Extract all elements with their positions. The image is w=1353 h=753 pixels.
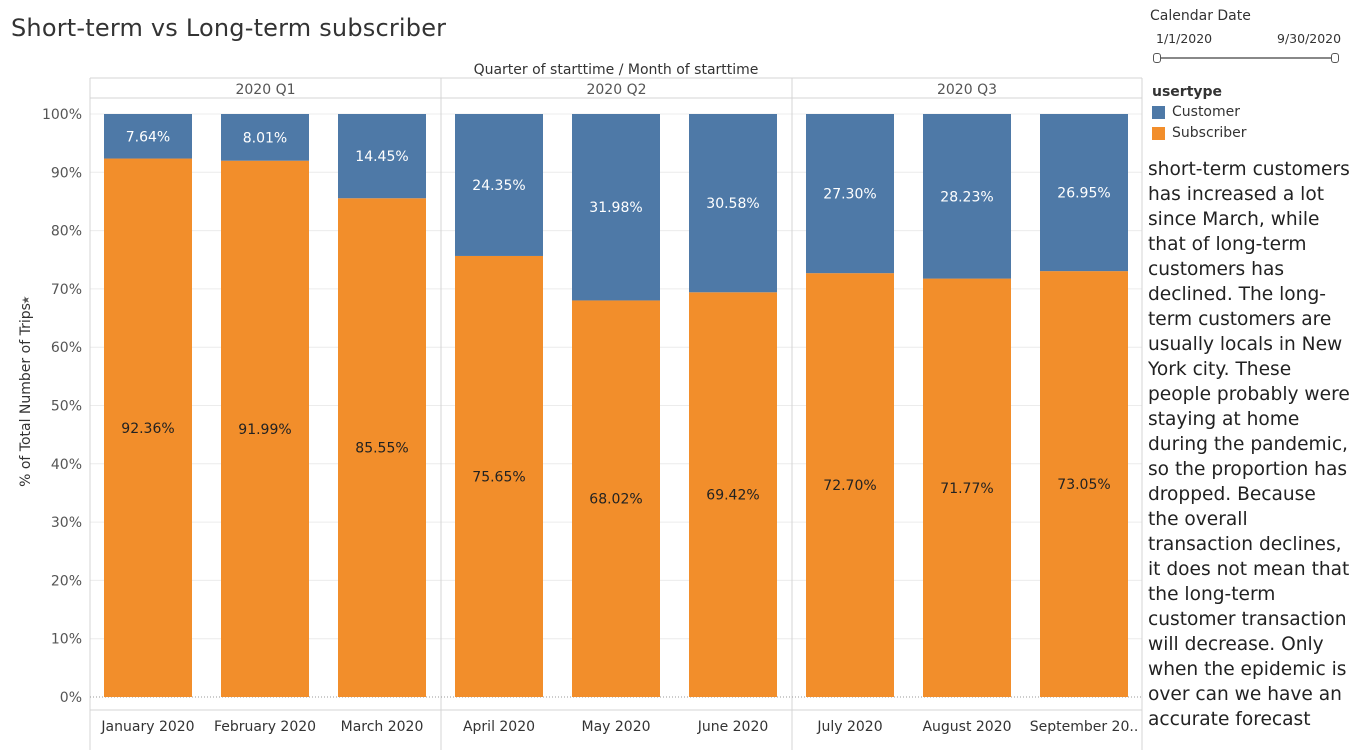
bar-customer[interactable] — [221, 114, 309, 161]
slider-end-handle[interactable] — [1331, 53, 1339, 63]
bar-subscriber[interactable] — [572, 300, 660, 697]
slider-start-handle[interactable] — [1153, 53, 1161, 63]
legend-item-subscriber[interactable]: Subscriber — [1152, 124, 1342, 142]
data-label-subscriber: 68.02% — [589, 492, 642, 508]
x-tick-label: March 2020 — [341, 719, 424, 735]
x-tick-label: September 20.. — [1030, 719, 1139, 735]
legend-swatch-customer — [1152, 105, 1165, 119]
legend-swatch-subscriber — [1152, 126, 1165, 140]
data-label-subscriber: 85.55% — [355, 441, 408, 457]
x-tick-label: February 2020 — [214, 719, 316, 735]
y-tick-label: 30% — [51, 515, 82, 531]
legend-item-customer[interactable]: Customer — [1152, 103, 1342, 121]
x-tick-label: May 2020 — [581, 719, 650, 735]
slider-track[interactable] — [1156, 57, 1336, 59]
annotation-text: short-term customers has increased a lot… — [1148, 159, 1350, 730]
y-tick-label: 10% — [51, 632, 82, 648]
data-label-customer: 24.35% — [472, 178, 525, 194]
data-label-customer: 31.98% — [589, 200, 642, 216]
data-label-subscriber: 72.70% — [823, 478, 876, 494]
bar-subscriber[interactable] — [221, 160, 309, 697]
bar-customer[interactable] — [1040, 114, 1128, 272]
data-label-customer: 26.95% — [1057, 186, 1110, 202]
quarter-label: 2020 Q1 — [235, 82, 295, 98]
calendar-date-filter: Calendar Date 1/1/2020 9/30/2020 — [1150, 8, 1350, 63]
data-label-customer: 7.64% — [126, 129, 170, 145]
pin-icon: ★ — [21, 295, 32, 304]
data-label-subscriber: 73.05% — [1057, 477, 1110, 493]
data-label-subscriber: 75.65% — [472, 469, 525, 485]
bar-subscriber[interactable] — [455, 255, 543, 697]
data-label-customer: 8.01% — [243, 130, 287, 146]
bar-subscriber[interactable] — [338, 198, 426, 697]
data-label-subscriber: 69.42% — [706, 488, 759, 504]
stacked-bar-chart: Quarter of starttime / Month of starttim… — [18, 62, 1143, 750]
x-tick-label: June 2020 — [697, 719, 769, 735]
data-label-customer: 14.45% — [355, 149, 408, 165]
y-tick-label: 50% — [51, 399, 82, 415]
filter-start-date: 1/1/2020 — [1156, 31, 1213, 46]
filter-title: Calendar Date — [1150, 8, 1251, 24]
bar-customer[interactable] — [338, 114, 426, 199]
data-label-customer: 30.58% — [706, 196, 759, 212]
y-tick-label: 90% — [51, 165, 82, 181]
data-label-subscriber: 71.77% — [940, 481, 993, 497]
bar-customer[interactable] — [455, 114, 543, 256]
filter-end-date: 9/30/2020 — [1277, 31, 1342, 46]
legend-label-customer: Customer — [1172, 104, 1241, 120]
y-tick-label: 20% — [51, 573, 82, 589]
legend-label-subscriber: Subscriber — [1172, 125, 1247, 141]
filter-range: 1/1/2020 9/30/2020 — [1150, 31, 1350, 49]
data-label-subscriber: 92.36% — [121, 421, 174, 437]
bar-customer[interactable] — [806, 114, 894, 274]
bar-customer[interactable] — [689, 114, 777, 293]
y-tick-label: 100% — [42, 107, 82, 123]
x-tick-label: August 2020 — [922, 719, 1011, 735]
y-tick-label: 70% — [51, 282, 82, 298]
column-header-label: Quarter of starttime / Month of starttim… — [474, 62, 759, 78]
legend-title: usertype — [1152, 84, 1223, 100]
bar-customer[interactable] — [923, 114, 1011, 279]
quarter-label: 2020 Q2 — [586, 82, 646, 98]
bar-customer[interactable] — [104, 114, 192, 159]
x-tick-label: July 2020 — [816, 719, 882, 735]
bar-subscriber[interactable] — [689, 292, 777, 697]
y-tick-label: 80% — [51, 224, 82, 240]
y-tick-label: 40% — [51, 457, 82, 473]
data-label-customer: 27.30% — [823, 187, 876, 203]
bar-subscriber[interactable] — [806, 273, 894, 697]
y-tick-label: 0% — [60, 690, 82, 706]
y-tick-label: 60% — [51, 340, 82, 356]
quarter-label: 2020 Q3 — [937, 82, 997, 98]
x-tick-label: January 2020 — [100, 719, 194, 735]
bar-customer[interactable] — [572, 114, 660, 301]
legend: usertype Customer Subscriber — [1152, 84, 1342, 142]
data-label-subscriber: 91.99% — [238, 422, 291, 438]
data-label-customer: 28.23% — [940, 189, 993, 205]
y-axis-title: % of Total Number of Trips — [18, 303, 34, 487]
x-tick-label: April 2020 — [463, 719, 535, 735]
bar-subscriber[interactable] — [923, 278, 1011, 697]
bar-subscriber[interactable] — [104, 158, 192, 697]
chart-title: Short-term vs Long-term subscriber — [11, 14, 447, 42]
date-range-slider[interactable] — [1150, 53, 1342, 63]
bar-subscriber[interactable] — [1040, 271, 1128, 697]
